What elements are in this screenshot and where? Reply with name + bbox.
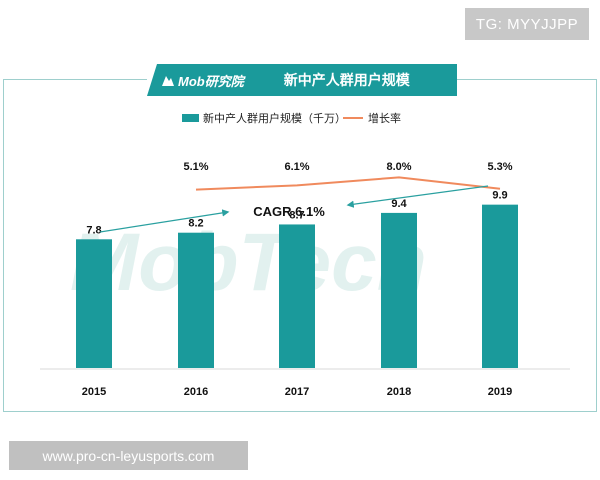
x-tick-2016: 2016 [184, 386, 208, 398]
bar-label-2018: 9.4 [391, 198, 407, 210]
bar-label-2017: 8.7 [289, 209, 304, 221]
x-tick-2019: 2019 [488, 386, 512, 398]
bar-2018 [381, 212, 417, 368]
x-tick-2017: 2017 [285, 386, 309, 398]
growth-label-2018: 8.0% [386, 161, 411, 173]
growth-label-2019: 5.3% [487, 161, 512, 173]
chart-title: 新中产人群用户规模 [283, 72, 410, 88]
bar-2016 [178, 232, 214, 368]
bar-label-2015: 7.8 [86, 224, 101, 236]
brand-logo: Mob研究院 [161, 71, 244, 90]
footer-badge: www.pro-cn-leyusports.com [9, 441, 248, 470]
x-tick-2015: 2015 [82, 386, 106, 398]
legend-label-bar: 新中产人群用户规模（千万） [203, 111, 346, 125]
bar-label-2019: 9.9 [492, 190, 507, 202]
legend-label-line: 增长率 [368, 111, 401, 125]
brand-name: Mob研究院 [178, 73, 244, 89]
tg-badge: TG: MYYJJPP [465, 8, 589, 40]
growth-rate-line [195, 176, 501, 191]
bar-label-2016: 8.2 [188, 218, 203, 230]
watermark: MobTech [70, 217, 427, 308]
cagr-arrow-left [99, 209, 230, 233]
legend-swatch-bar [182, 114, 199, 122]
bar-2017 [279, 224, 315, 368]
x-tick-2018: 2018 [387, 386, 411, 398]
cagr-label: CAGR 6.1% [253, 204, 325, 219]
title-bar: Mob研究院 新中产人群用户规模 [147, 64, 457, 96]
bar-2015 [76, 239, 112, 368]
mob-logo-icon [162, 76, 174, 86]
legend: 新中产人群用户规模（千万） 增长率 [182, 111, 401, 125]
growth-label-2017: 6.1% [284, 161, 309, 173]
cagr-annotation: CAGR 6.1% [99, 185, 489, 233]
title-bar-corner [147, 64, 157, 96]
growth-label-2016: 5.1% [183, 161, 208, 173]
bar-2019 [482, 204, 518, 368]
cagr-arrow-right [346, 185, 489, 208]
